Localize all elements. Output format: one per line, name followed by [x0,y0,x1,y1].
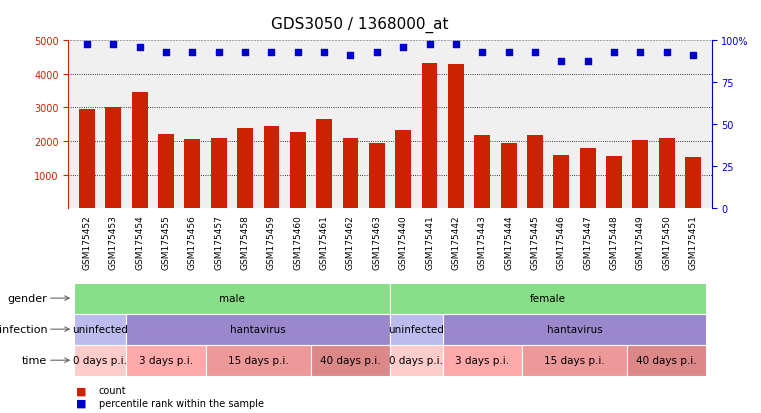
Text: infection: infection [0,324,47,335]
Text: uninfected: uninfected [72,324,128,335]
Text: 0 days p.i.: 0 days p.i. [73,355,127,366]
Point [239,50,251,56]
Point [160,50,172,56]
Point [608,50,620,56]
Bar [132,93,148,209]
Bar [522,345,627,376]
Bar [443,314,706,345]
Bar [627,345,706,376]
Point [687,53,699,59]
Bar [390,314,443,345]
Bar [632,140,648,209]
Text: 0 days p.i.: 0 days p.i. [390,355,444,366]
Bar [105,108,121,209]
Bar [79,110,95,209]
Point [186,50,199,56]
Text: ■: ■ [76,385,87,395]
Point [371,50,383,56]
Point [291,50,304,56]
Text: count: count [99,385,126,395]
Text: 40 days p.i.: 40 days p.i. [320,355,380,366]
Bar [74,345,126,376]
Point [134,45,146,51]
Text: 15 days p.i.: 15 days p.i. [228,355,288,366]
Point [212,50,224,56]
Point [634,50,646,56]
Text: 3 days p.i.: 3 days p.i. [139,355,193,366]
Point [318,50,330,56]
Bar [184,140,200,209]
Text: ■: ■ [76,398,87,408]
Point [556,58,568,65]
Bar [342,138,358,209]
Text: hantavirus: hantavirus [546,324,603,335]
Bar [527,135,543,209]
Bar [211,138,227,209]
Bar [290,132,306,209]
Text: 15 days p.i.: 15 days p.i. [544,355,605,366]
Bar [580,149,596,209]
Point [502,50,514,56]
Text: time: time [22,355,47,366]
Bar [126,314,390,345]
Point [423,41,435,48]
Point [81,41,93,48]
Text: GDS3050 / 1368000_at: GDS3050 / 1368000_at [271,17,448,33]
Bar [443,345,522,376]
Bar [126,345,205,376]
Point [266,50,278,56]
Point [581,58,594,65]
Bar [606,157,622,209]
Bar [553,156,569,209]
Point [476,50,489,56]
Bar [74,283,390,314]
Text: gender: gender [8,293,47,304]
Point [345,53,357,59]
Bar [369,144,385,209]
Bar [422,63,438,209]
Point [661,50,673,56]
Text: 40 days p.i.: 40 days p.i. [636,355,697,366]
Bar [501,143,517,209]
Text: female: female [530,293,566,304]
Bar [205,345,311,376]
Text: percentile rank within the sample: percentile rank within the sample [99,398,264,408]
Bar [685,157,701,209]
Text: hantavirus: hantavirus [231,324,286,335]
Bar [311,345,390,376]
Bar [237,129,253,209]
Bar [390,283,706,314]
Point [107,41,119,48]
Bar [317,120,332,209]
Bar [448,65,463,209]
Bar [474,135,490,209]
Bar [395,131,411,209]
Point [450,41,462,48]
Text: 3 days p.i.: 3 days p.i. [455,355,509,366]
Bar [390,345,443,376]
Bar [158,135,174,209]
Bar [659,138,675,209]
Point [397,45,409,51]
Bar [74,314,126,345]
Bar [263,127,279,209]
Point [529,50,541,56]
Text: uninfected: uninfected [388,324,444,335]
Text: male: male [219,293,245,304]
